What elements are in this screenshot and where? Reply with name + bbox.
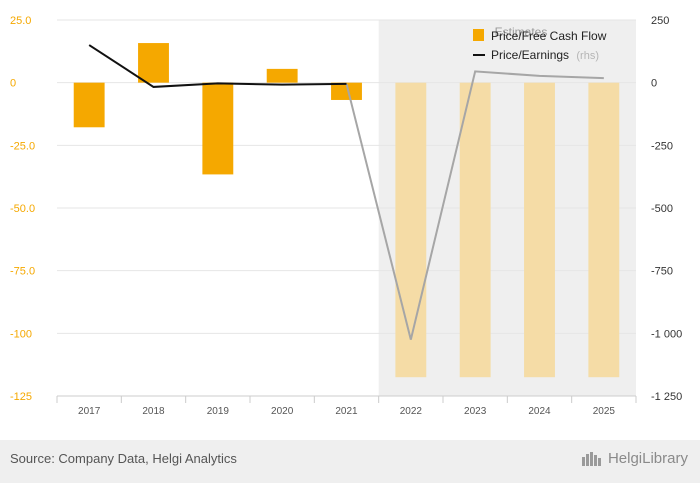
bar-2018 bbox=[138, 43, 169, 83]
y-left-tick-label: -75.0 bbox=[10, 266, 35, 278]
legend: Price/Free Cash Flow Price/Earnings (rhs… bbox=[473, 29, 607, 62]
bar-2022 bbox=[395, 82, 427, 378]
x-tick-label: 2022 bbox=[400, 406, 423, 417]
chart: 25.0 0 -25.0 -50.0 -75.0 -100 -125 250 0 -250 -50… bbox=[10, 15, 682, 417]
estimates-label: Estimates bbox=[495, 25, 548, 39]
legend-label-price-earnings: Price/Earnings (rhs) bbox=[491, 48, 599, 62]
x-tick-label: 2024 bbox=[528, 406, 551, 417]
library-logo-icon bbox=[581, 452, 601, 466]
legend-swatch-price-fcf bbox=[473, 29, 484, 41]
brand-name: HelgiLibrary bbox=[607, 449, 688, 467]
bar-2025 bbox=[588, 82, 620, 378]
y-right-tick-label: 250 bbox=[651, 15, 669, 27]
bar-2017 bbox=[73, 82, 105, 128]
y-left-tick-label: 25.0 bbox=[10, 15, 31, 27]
y-right-tick-label: 0 bbox=[651, 78, 657, 90]
y-left-tick-label: 0 bbox=[10, 78, 16, 90]
x-tick-label: 2017 bbox=[78, 406, 101, 417]
line-series-price-earnings bbox=[88, 44, 604, 340]
legend-label-price-fcf: Price/Free Cash Flow bbox=[491, 29, 607, 43]
y-axis-right: 250 0 -250 -500 -750 -1 000 -1 250 bbox=[651, 15, 682, 403]
x-tick-label: 2019 bbox=[207, 406, 230, 417]
bar-2019 bbox=[202, 82, 234, 175]
bar-2023 bbox=[459, 82, 491, 378]
y-left-tick-label: -125 bbox=[10, 391, 32, 403]
bar-2020 bbox=[266, 68, 298, 83]
brand[interactable]: HelgiLibrary bbox=[581, 449, 688, 467]
bar-2024 bbox=[524, 82, 555, 378]
y-right-tick-label: -250 bbox=[651, 140, 673, 152]
bar-2021 bbox=[331, 82, 362, 100]
footer: Source: Company Data, Helgi Analytics He… bbox=[0, 440, 700, 483]
y-right-tick-label: -1 000 bbox=[651, 328, 682, 340]
y-left-tick-label: -50.0 bbox=[10, 203, 35, 215]
legend-label-rhs-note: (rhs) bbox=[576, 50, 599, 62]
y-right-tick-label: -1 250 bbox=[651, 391, 682, 403]
x-tick-label: 2018 bbox=[142, 406, 165, 417]
x-tick-label: 2025 bbox=[593, 406, 616, 417]
x-axis: 2017 2018 2019 2020 2021 2022 2023 2024 2025 bbox=[56, 395, 637, 417]
x-tick-label: 2023 bbox=[464, 406, 487, 417]
x-tick-label: 2021 bbox=[335, 406, 358, 417]
y-axis-left: 25.0 0 -25.0 -50.0 -75.0 -100 -125 bbox=[10, 15, 35, 403]
line-estimates bbox=[345, 70, 604, 340]
source-note: Source: Company Data, Helgi Analytics bbox=[10, 451, 237, 466]
legend-label-price-earnings-name: Price/Earnings bbox=[491, 48, 569, 62]
y-right-tick-label: -750 bbox=[651, 266, 673, 278]
y-right-tick-label: -500 bbox=[651, 203, 673, 215]
bar-series-price-fcf bbox=[73, 43, 620, 378]
x-tick-label: 2020 bbox=[271, 406, 294, 417]
y-left-tick-label: -25.0 bbox=[10, 140, 35, 152]
y-left-tick-label: -100 bbox=[10, 328, 32, 340]
line-actual bbox=[88, 44, 347, 88]
